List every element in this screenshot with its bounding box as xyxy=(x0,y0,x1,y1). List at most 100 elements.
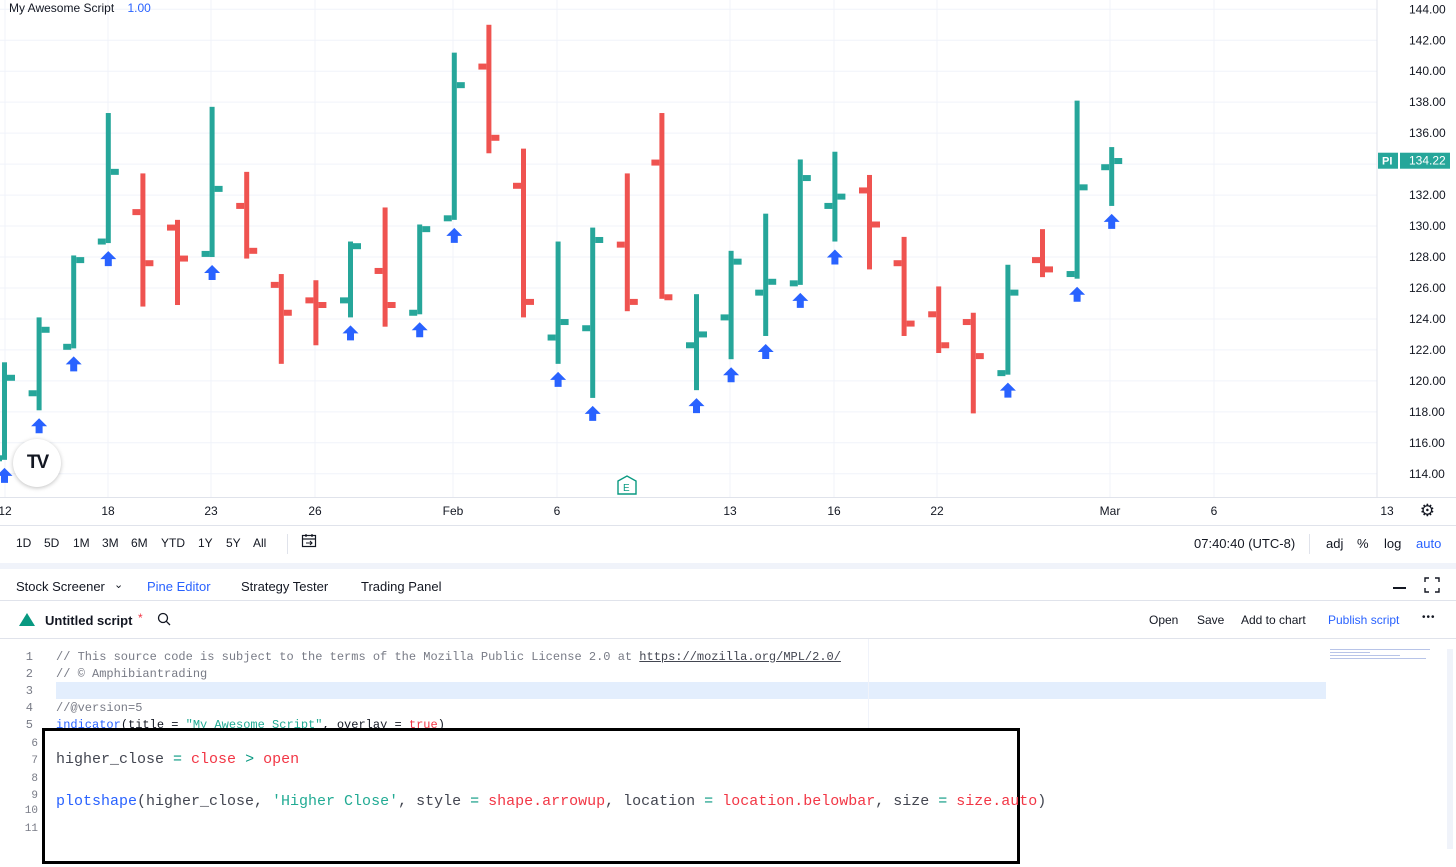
ohlc-bar-up[interactable] xyxy=(755,213,777,336)
ohlc-bar-down[interactable] xyxy=(236,171,258,259)
time-tick-label: 6 xyxy=(1210,504,1218,518)
code-minimap[interactable] xyxy=(1330,649,1438,661)
search-icon[interactable] xyxy=(157,612,171,626)
ohlc-bar-down[interactable] xyxy=(478,24,500,154)
open-button[interactable]: Open xyxy=(1149,613,1179,627)
ohlc-bar-down[interactable] xyxy=(374,207,396,327)
ohlc-bar-up[interactable] xyxy=(547,241,569,364)
ohlc-bar-up[interactable] xyxy=(1066,100,1088,279)
arrow-up-shape xyxy=(723,367,740,383)
ohlc-bar-down[interactable] xyxy=(1032,229,1053,278)
tab-strategy-tester[interactable]: Strategy Tester xyxy=(241,579,329,594)
code-line-1[interactable]: // This source code is subject to the te… xyxy=(56,650,841,664)
ohlc-bar-down[interactable] xyxy=(928,286,950,354)
ohlc-bar-down[interactable] xyxy=(167,219,188,306)
ohlc-bar-down[interactable] xyxy=(962,312,984,414)
ohlc-bar-down[interactable] xyxy=(616,173,638,312)
line-number: 1 xyxy=(25,650,33,664)
auto-toggle[interactable]: auto xyxy=(1416,536,1442,551)
time-tick-label: 13 xyxy=(1380,504,1394,518)
maximize-icon[interactable] xyxy=(1424,577,1440,593)
code-line-4[interactable]: //@version=5 xyxy=(56,701,143,715)
script-title[interactable]: Untitled script xyxy=(45,613,133,628)
time-axis[interactable]: ⚙ 12 18 23 26 Feb 6 13 16 22 Mar 6 13 xyxy=(0,497,1456,525)
tab-stock-screener[interactable]: Stock Screener xyxy=(16,579,105,594)
editor-scrollbar[interactable] xyxy=(1447,649,1453,849)
operator-token: > xyxy=(236,751,264,768)
ohlc-bar-up[interactable] xyxy=(201,106,223,258)
code-token: , style xyxy=(398,793,471,810)
range-button-all[interactable]: All xyxy=(253,536,267,550)
calendar-range-icon[interactable] xyxy=(301,533,317,549)
range-button-5y[interactable]: 5Y xyxy=(226,536,241,550)
keyword-token: close xyxy=(191,751,237,768)
ohlc-bar-up[interactable] xyxy=(409,224,431,316)
range-button-1y[interactable]: 1Y xyxy=(198,536,213,550)
settings-gear-icon[interactable]: ⚙ xyxy=(1419,501,1435,520)
range-button-5d[interactable]: 5D xyxy=(44,536,60,550)
code-line-10[interactable]: plotshape(higher_close, 'Higher Close', … xyxy=(56,793,1046,810)
ohlc-bar-up[interactable] xyxy=(1101,147,1123,206)
ohlc-bar-up[interactable] xyxy=(340,241,361,318)
ohlc-bar-up[interactable] xyxy=(63,255,85,350)
line-number: 3 xyxy=(25,684,33,698)
range-button-3m[interactable]: 3M xyxy=(102,536,119,550)
ohlc-bar-up[interactable] xyxy=(686,294,707,391)
range-button-1m[interactable]: 1M xyxy=(73,536,90,550)
ohlc-bar-up[interactable] xyxy=(824,151,846,242)
ohlc-bar-up[interactable] xyxy=(443,52,465,222)
indicator-name[interactable]: My Awesome Script xyxy=(9,1,115,15)
tab-trading-panel[interactable]: Trading Panel xyxy=(361,579,442,594)
save-button[interactable]: Save xyxy=(1197,613,1225,627)
indicator-value: 1.00 xyxy=(127,1,151,15)
ohlc-bar-up[interactable] xyxy=(28,317,50,411)
ohlc-bar-up[interactable] xyxy=(789,159,811,287)
ohlc-bar-up[interactable] xyxy=(720,250,742,360)
ohlc-bar-down[interactable] xyxy=(893,236,915,336)
clock-readout[interactable]: 07:40:40 (UTC-8) xyxy=(1194,536,1296,551)
more-options-icon[interactable]: ••• xyxy=(1422,612,1436,623)
chevron-down-icon[interactable]: ⌄ xyxy=(114,579,124,591)
arrow-up-shape xyxy=(999,382,1016,398)
add-to-chart-button[interactable]: Add to chart xyxy=(1241,613,1306,627)
line-number: 4 xyxy=(25,701,33,715)
ohlc-bar-up[interactable] xyxy=(582,227,604,398)
price-tick-label: 126.00 xyxy=(1409,281,1446,295)
code-editor[interactable]: 1 2 3 4 5 // This source code is subject… xyxy=(0,639,1456,867)
ohlc-bar-down[interactable] xyxy=(651,113,673,301)
price-chart[interactable]: 114.00 116.00 118.00 120.00 122.00 124.00 126.… xyxy=(0,0,1456,497)
publish-script-button[interactable]: Publish script xyxy=(1328,613,1400,627)
ohlc-bar-up[interactable] xyxy=(0,362,15,462)
code-line-2[interactable]: // © Amphibiantrading xyxy=(56,667,208,681)
adj-toggle[interactable]: adj xyxy=(1326,536,1344,551)
earnings-marker-icon[interactable] xyxy=(617,475,637,495)
ohlc-bar-down[interactable] xyxy=(270,274,292,364)
tab-pine-editor[interactable]: Pine Editor xyxy=(147,579,211,594)
code-line-7[interactable]: higher_close = close > open xyxy=(56,751,299,768)
time-tick-label: 26 xyxy=(308,504,322,518)
ohlc-bar-down[interactable] xyxy=(513,148,534,318)
string-token: 'Higher Close' xyxy=(272,793,399,810)
range-button-1d[interactable]: 1D xyxy=(16,536,32,550)
tradingview-logo-icon[interactable]: TV xyxy=(13,439,61,487)
arrow-up-shape xyxy=(446,227,463,243)
arrow-up-shape xyxy=(65,356,82,372)
range-button-6m[interactable]: 6M xyxy=(131,536,148,550)
log-toggle[interactable]: log xyxy=(1384,536,1402,551)
arrow-up-shape xyxy=(31,418,48,434)
ohlc-bar-up[interactable] xyxy=(97,113,119,245)
price-tick-label: 142.00 xyxy=(1409,33,1446,47)
ohlc-bar-down[interactable] xyxy=(305,280,327,346)
ohlc-bar-down[interactable] xyxy=(859,174,880,270)
price-tag-name: PI xyxy=(1382,156,1392,168)
ohlc-bar-down[interactable] xyxy=(132,173,154,307)
time-tick-label: Mar xyxy=(1099,504,1121,518)
minimize-icon[interactable] xyxy=(1393,587,1406,589)
price-tick-label: 122.00 xyxy=(1409,343,1446,357)
indicator-legend[interactable]: My Awesome Script 1.00 xyxy=(9,1,151,15)
license-link[interactable]: https://mozilla.org/MPL/2.0/ xyxy=(639,650,841,664)
chart-pane[interactable]: 114.00 116.00 118.00 120.00 122.00 124.00 126.… xyxy=(0,0,1456,497)
percent-toggle[interactable]: % xyxy=(1357,536,1369,551)
ohlc-bar-up[interactable] xyxy=(997,264,1019,377)
range-button-ytd[interactable]: YTD xyxy=(161,536,185,550)
